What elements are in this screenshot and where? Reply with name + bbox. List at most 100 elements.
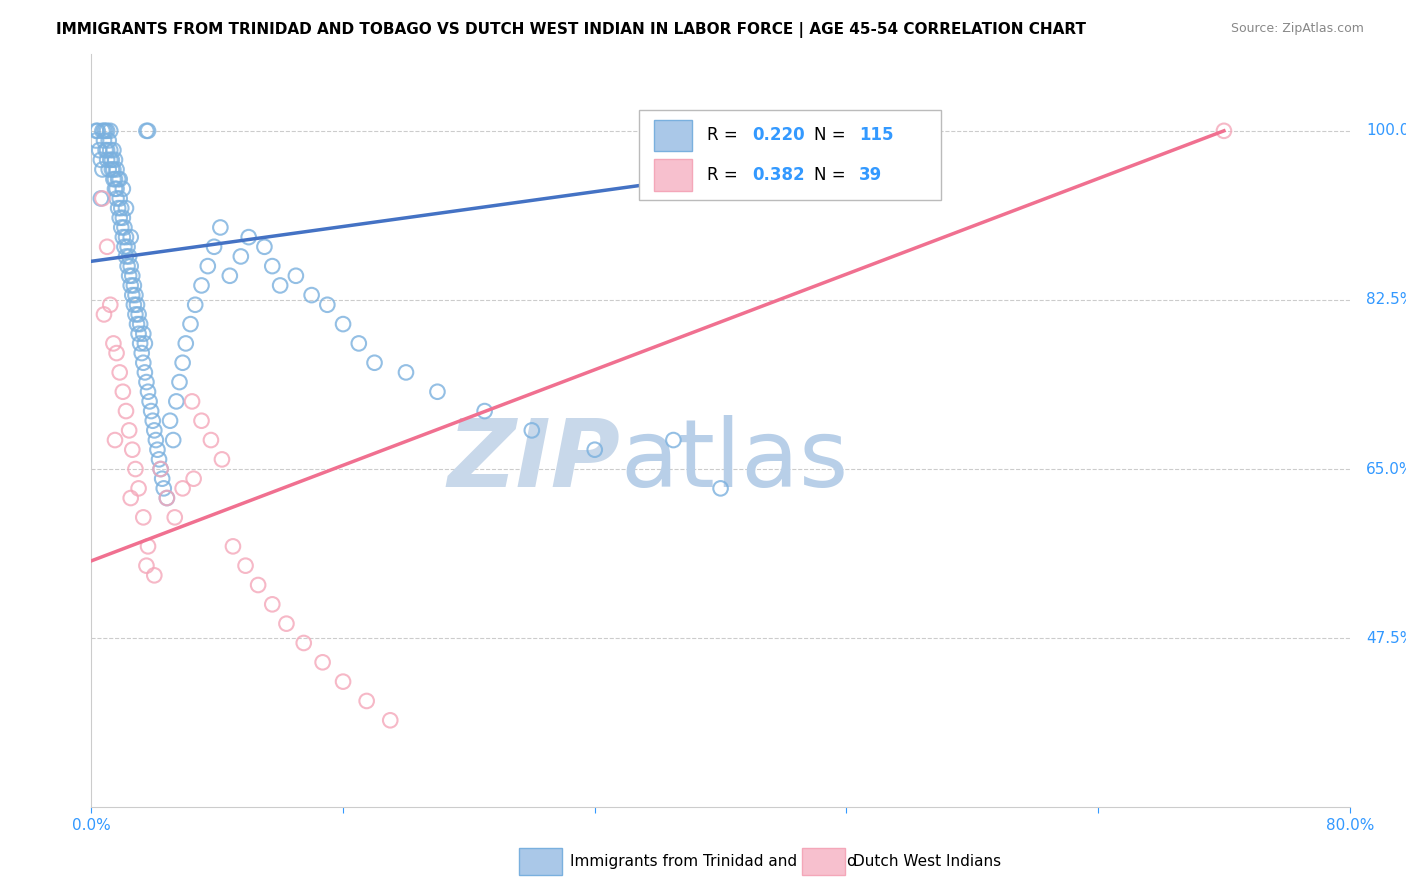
- Text: 0.382: 0.382: [752, 166, 804, 184]
- Point: [363, 356, 385, 370]
- Point: [311, 655, 333, 669]
- Point: [117, 259, 139, 273]
- Point: [134, 366, 156, 380]
- Text: IMMIGRANTS FROM TRINIDAD AND TOBAGO VS DUTCH WEST INDIAN IN LABOR FORCE | AGE 45: IMMIGRANTS FROM TRINIDAD AND TOBAGO VS D…: [56, 22, 1087, 38]
- Point: [98, 298, 121, 312]
- Point: [105, 192, 128, 206]
- Point: [103, 143, 125, 157]
- Point: [583, 442, 606, 457]
- Point: [124, 307, 146, 322]
- Point: [96, 143, 118, 157]
- Point: [107, 172, 129, 186]
- Point: [332, 317, 354, 331]
- Point: [235, 558, 257, 573]
- Point: [111, 384, 134, 399]
- Point: [174, 336, 197, 351]
- Point: [91, 162, 114, 177]
- Point: [117, 240, 139, 254]
- Point: [172, 356, 194, 370]
- Point: [142, 414, 165, 428]
- Point: [152, 482, 174, 496]
- Point: [190, 414, 212, 428]
- Point: [112, 220, 135, 235]
- Point: [125, 317, 148, 331]
- Point: [380, 714, 402, 728]
- Point: [262, 259, 284, 273]
- Point: [169, 375, 191, 389]
- Point: [120, 230, 142, 244]
- Point: [149, 462, 172, 476]
- Point: [520, 424, 543, 438]
- Point: [269, 278, 291, 293]
- Text: N =: N =: [814, 166, 851, 184]
- Point: [276, 616, 298, 631]
- Text: Dutch West Indians: Dutch West Indians: [852, 854, 1001, 869]
- Point: [132, 510, 155, 524]
- Point: [84, 124, 107, 138]
- Point: [146, 442, 169, 457]
- Point: [163, 510, 186, 524]
- Point: [197, 259, 219, 273]
- Point: [347, 336, 370, 351]
- Point: [129, 317, 152, 331]
- Point: [253, 240, 276, 254]
- Text: R =: R =: [707, 127, 742, 145]
- Point: [1212, 124, 1236, 138]
- Point: [84, 133, 107, 147]
- Text: 47.5%: 47.5%: [1367, 631, 1406, 646]
- Point: [115, 201, 138, 215]
- Text: 39: 39: [859, 166, 882, 184]
- Point: [90, 153, 112, 167]
- Point: [149, 462, 172, 476]
- FancyBboxPatch shape: [654, 160, 692, 191]
- Point: [202, 240, 225, 254]
- Point: [120, 259, 142, 273]
- Point: [135, 124, 157, 138]
- Point: [120, 491, 142, 505]
- Point: [128, 326, 150, 341]
- Point: [118, 250, 141, 264]
- Point: [145, 433, 167, 447]
- FancyBboxPatch shape: [654, 120, 692, 152]
- Point: [136, 539, 159, 553]
- Point: [150, 472, 173, 486]
- Point: [474, 404, 496, 418]
- Point: [93, 133, 115, 147]
- Point: [172, 482, 194, 496]
- Point: [104, 153, 127, 167]
- Text: ZIP: ZIP: [447, 415, 620, 507]
- Point: [108, 172, 131, 186]
- Point: [97, 133, 120, 147]
- Point: [162, 433, 184, 447]
- Point: [103, 162, 125, 177]
- Point: [121, 442, 143, 457]
- Point: [91, 192, 114, 206]
- Point: [122, 298, 145, 312]
- Point: [105, 346, 128, 360]
- Point: [122, 278, 145, 293]
- Point: [96, 240, 118, 254]
- Point: [93, 124, 115, 138]
- Point: [262, 598, 284, 612]
- Point: [96, 153, 118, 167]
- Point: [129, 336, 152, 351]
- Point: [179, 317, 201, 331]
- Point: [356, 694, 378, 708]
- Point: [292, 636, 315, 650]
- Point: [111, 211, 134, 225]
- FancyBboxPatch shape: [519, 848, 562, 875]
- Text: Immigrants from Trinidad and Tobago: Immigrants from Trinidad and Tobago: [569, 854, 856, 869]
- Point: [136, 384, 159, 399]
- Point: [104, 172, 127, 186]
- FancyBboxPatch shape: [638, 110, 941, 201]
- Point: [104, 182, 127, 196]
- Point: [301, 288, 323, 302]
- Point: [115, 230, 138, 244]
- Text: 115: 115: [859, 127, 893, 145]
- FancyBboxPatch shape: [803, 848, 845, 875]
- Point: [105, 182, 128, 196]
- Point: [284, 268, 307, 283]
- Point: [103, 336, 125, 351]
- Point: [108, 192, 131, 206]
- Point: [98, 153, 121, 167]
